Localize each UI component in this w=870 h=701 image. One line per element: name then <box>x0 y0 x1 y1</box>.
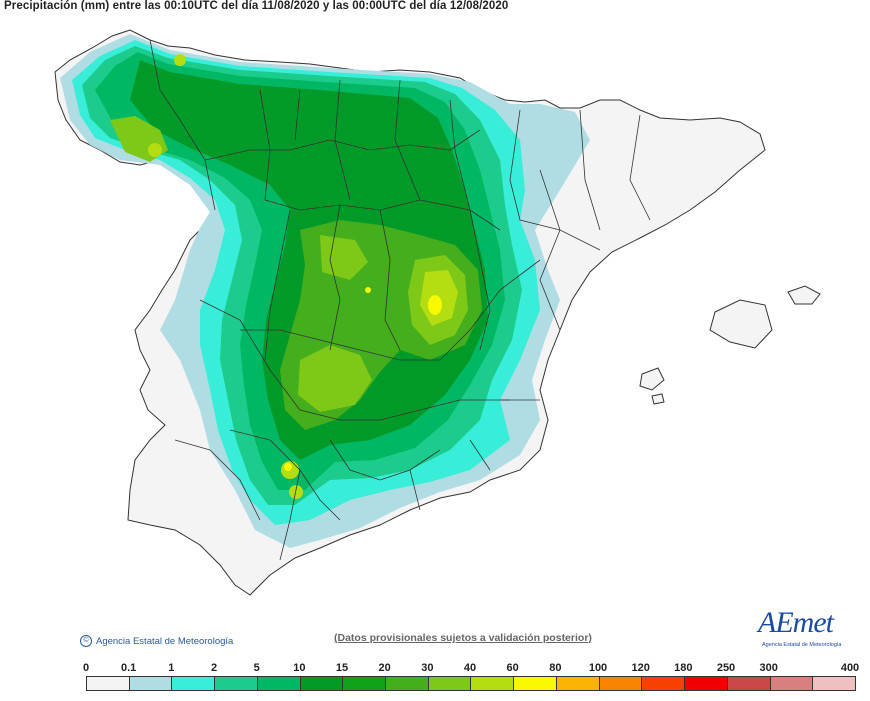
balearic-ibiza <box>639 367 665 391</box>
legend-tick-label: 10 <box>293 662 306 674</box>
legend-swatch <box>514 677 557 690</box>
legend-swatch <box>172 677 216 690</box>
legend-tick-label: 0.1 <box>121 662 137 674</box>
aemet-logo-text: AEmet <box>758 606 834 639</box>
legend-tick-label: 5 <box>253 662 260 674</box>
legend-swatch <box>642 677 686 690</box>
legend-swatch <box>813 677 855 690</box>
balearic-formentera <box>651 393 665 405</box>
legend-tick-label: 40 <box>463 662 477 674</box>
legend-tick-label: 60 <box>506 662 519 674</box>
legend-swatch <box>599 677 643 690</box>
legend-swatch <box>300 677 344 690</box>
legend-swatch <box>129 677 173 690</box>
agency-credit-text: Agencia Estatal de Meteorología <box>96 635 234 647</box>
legend-swatch <box>215 677 258 690</box>
legend-tick-label: 400 <box>840 662 860 674</box>
legend-tick-label: 100 <box>588 662 608 674</box>
agency-credit: © Agencia Estatal de Meteorología <box>80 635 233 647</box>
provisional-data-disclaimer: (Datos provisionales sujetos a validació… <box>334 632 592 644</box>
legend-tick-label: 15 <box>335 662 349 674</box>
legend-swatch <box>386 677 429 690</box>
precip-spot-40mm-d <box>174 54 186 66</box>
legend-swatch <box>87 677 130 690</box>
aemet-logo-subtitle: Agencia Estatal de Meteorología <box>762 642 842 648</box>
province-borders <box>149 39 651 561</box>
legend-swatch <box>257 677 301 690</box>
legend-swatch <box>428 677 472 690</box>
aemet-logo: AEmet Agencia Estatal de Meteorología <box>752 606 852 656</box>
balearic-mallorca <box>709 299 773 349</box>
legend-tick-label: 0 <box>82 662 90 674</box>
map-title: Precipitación (mm) entre las 00:10UTC de… <box>4 0 509 12</box>
legend-tick-label: 80 <box>549 662 562 674</box>
legend-tick-label: 300 <box>759 662 778 674</box>
precip-peak-60mm-a <box>428 295 442 315</box>
legend-swatch <box>727 677 771 690</box>
legend-tick-label: 180 <box>674 662 693 674</box>
precip-peak-60mm-c <box>365 287 371 293</box>
legend-swatch <box>556 677 600 690</box>
precip-peak-60mm-b <box>284 463 292 471</box>
legend-tick-label: 20 <box>378 662 391 674</box>
legend-tick-label: 250 <box>716 662 736 674</box>
legend-swatch <box>685 677 728 690</box>
precip-zone-30mm-b <box>298 345 372 412</box>
legend-tick-label: 120 <box>631 662 650 674</box>
legend-tick-label: 2 <box>210 662 218 674</box>
legend-swatch <box>471 677 515 690</box>
legend-tick-label: 1 <box>168 662 175 674</box>
precip-spot-40mm-c <box>148 143 162 157</box>
legend-color-bar <box>86 676 856 691</box>
legend-tick-label: 30 <box>421 662 434 674</box>
precipitation-legend: 0 0.1 1 2 5 10 15 20 30 40 60 80 100 120 180 250 300 400 <box>82 662 860 692</box>
legend-tick-labels: 0 0.1 1 2 5 10 15 20 30 40 60 80 100 120 180 250 300 400 <box>82 662 860 676</box>
copyright-icon: © <box>80 635 92 647</box>
legend-swatch <box>770 677 814 690</box>
balearic-menorca <box>787 285 821 305</box>
legend-swatch <box>343 677 387 690</box>
